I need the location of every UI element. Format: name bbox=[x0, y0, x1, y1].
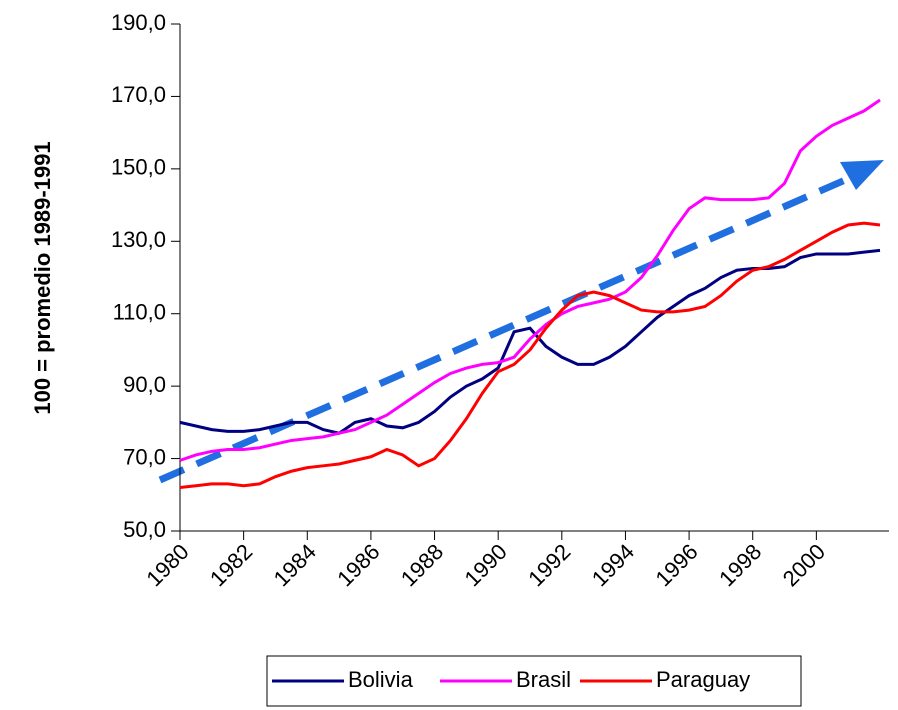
trend-arrow bbox=[158, 166, 870, 484]
y-axis-title: 100 = promedio 1989-1991 bbox=[30, 141, 55, 414]
x-tick-label: 1996 bbox=[650, 539, 702, 591]
x-tick-label: 1982 bbox=[205, 539, 257, 591]
trend-arrow-head bbox=[840, 160, 884, 190]
line-series bbox=[179, 248, 881, 435]
y-tick-label: 150,0 bbox=[111, 155, 166, 180]
line-series bbox=[179, 98, 881, 462]
y-tick-label: 170,0 bbox=[111, 82, 166, 107]
y-tick-label: 190,0 bbox=[111, 10, 166, 35]
legend-label: Brasil bbox=[516, 667, 571, 692]
x-tick-label: 1998 bbox=[714, 539, 766, 591]
x-tick-label: 1994 bbox=[587, 539, 639, 591]
x-tick-label: 1992 bbox=[523, 539, 575, 591]
y-tick-label: 130,0 bbox=[111, 227, 166, 252]
line-series bbox=[179, 221, 881, 490]
y-tick-label: 90,0 bbox=[123, 372, 166, 397]
y-tick-label: 110,0 bbox=[113, 300, 166, 325]
legend-label: Bolivia bbox=[348, 667, 414, 692]
x-tick-label: 1986 bbox=[332, 539, 384, 591]
y-tick-label: 50,0 bbox=[123, 517, 166, 542]
legend-label: Paraguay bbox=[656, 667, 750, 692]
x-tick-label: 1988 bbox=[396, 539, 448, 591]
legend-box bbox=[266, 655, 802, 707]
x-tick-label: 2000 bbox=[778, 539, 830, 591]
x-tick-label: 1990 bbox=[460, 539, 512, 591]
x-tick-label: 1980 bbox=[141, 539, 193, 591]
x-tick-label: 1984 bbox=[269, 539, 321, 591]
y-tick-label: 70,0 bbox=[123, 444, 166, 469]
